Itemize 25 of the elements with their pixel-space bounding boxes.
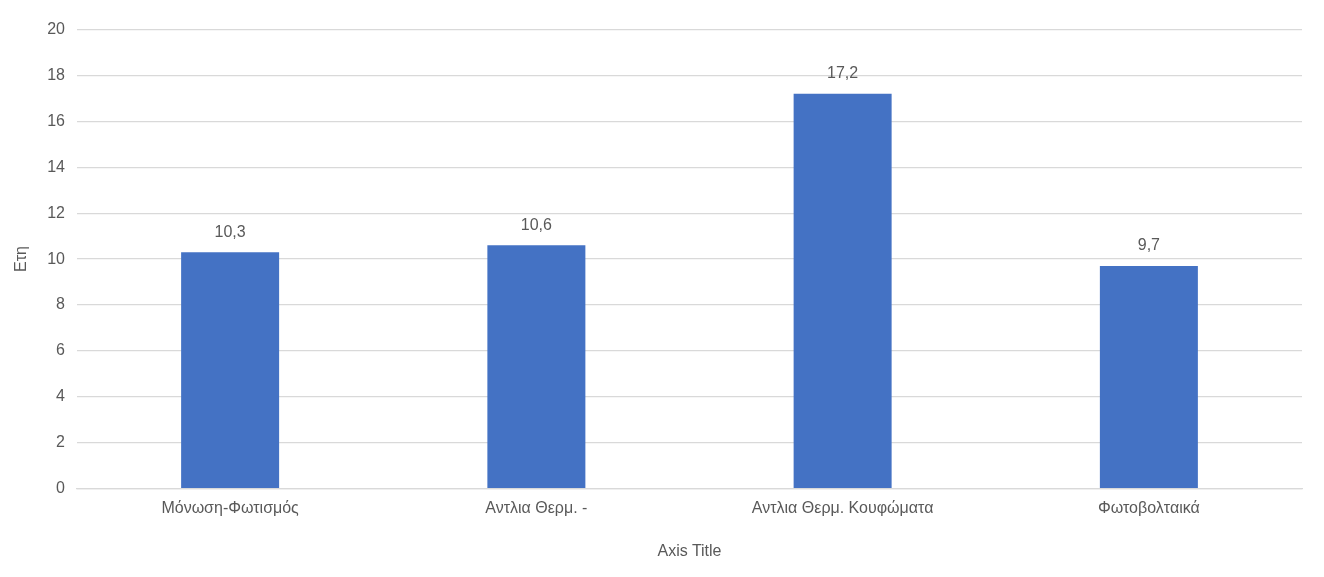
data-label: 10,6 bbox=[520, 215, 553, 233]
bar bbox=[1099, 265, 1198, 488]
y-tick-label: 16 bbox=[47, 111, 66, 129]
data-label: 10,3 bbox=[214, 222, 246, 240]
bar bbox=[487, 245, 586, 488]
x-axis-title: Axis Title bbox=[657, 541, 722, 559]
x-tick-label: Φωτοβολταικά bbox=[1097, 498, 1200, 516]
y-tick-label: 12 bbox=[47, 203, 66, 221]
y-tick-label: 6 bbox=[56, 341, 66, 359]
y-tick-label: 10 bbox=[47, 249, 66, 267]
data-label: 17,2 bbox=[827, 64, 859, 82]
y-tick-label: 18 bbox=[47, 65, 66, 83]
x-tick-label: Μόνωση-Φωτισμός bbox=[161, 498, 300, 516]
y-tick-label: 14 bbox=[47, 157, 66, 175]
x-tick-label: Αντλια Θερμ. - bbox=[485, 498, 588, 516]
y-axis-title: Ετη bbox=[12, 246, 30, 273]
bar bbox=[181, 252, 280, 488]
x-tick-label: Αντλια Θερμ. Κουφώματα bbox=[751, 498, 934, 516]
y-tick-label: 2 bbox=[56, 433, 66, 451]
y-tick-label: 8 bbox=[56, 295, 66, 313]
data-label: 9,7 bbox=[1137, 236, 1161, 254]
y-tick-label: 0 bbox=[56, 479, 66, 497]
y-tick-label: 20 bbox=[47, 20, 66, 38]
bar bbox=[793, 93, 892, 488]
y-tick-label: 4 bbox=[56, 387, 66, 405]
